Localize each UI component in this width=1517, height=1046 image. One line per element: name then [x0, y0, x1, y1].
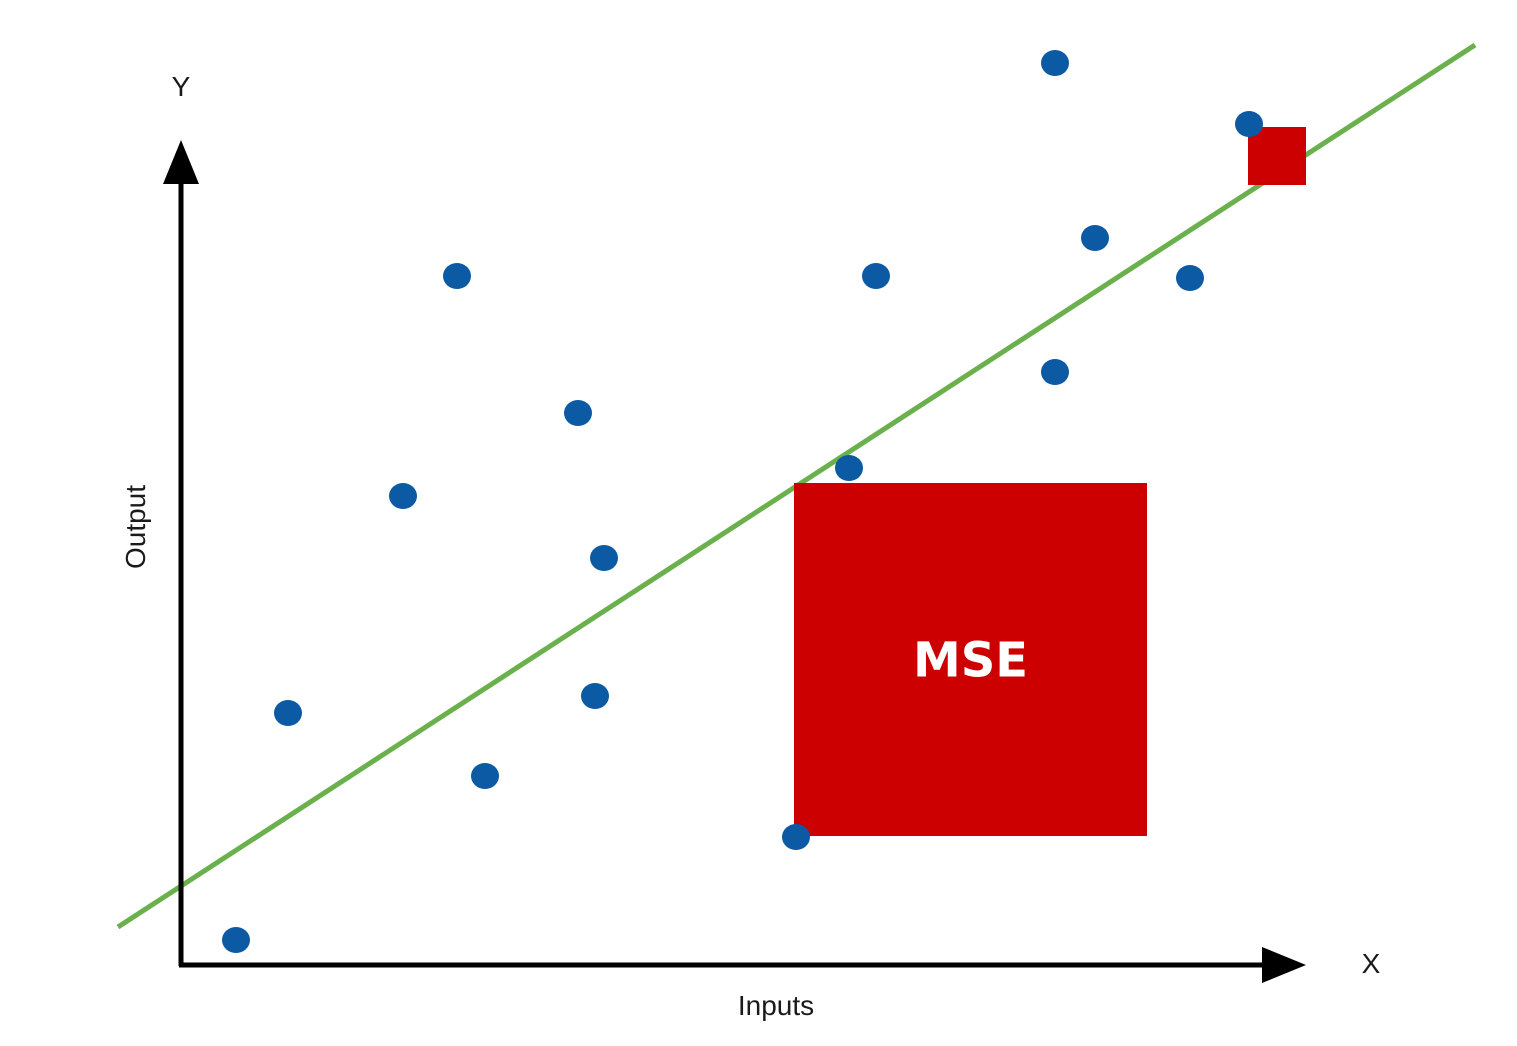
data-point [389, 483, 417, 509]
data-point [564, 400, 592, 426]
x-axis-arrowhead [1262, 947, 1306, 983]
data-point [581, 683, 609, 709]
data-point [590, 545, 618, 571]
data-points [222, 50, 1263, 953]
data-point [1081, 225, 1109, 251]
x-axis-letter: X [1362, 948, 1381, 979]
y-axis-arrowhead [163, 140, 199, 184]
data-point [443, 263, 471, 289]
data-point [222, 927, 250, 953]
data-point [1235, 111, 1263, 137]
mse-label: MSE [913, 633, 1028, 689]
data-point [471, 763, 499, 789]
data-point [1041, 359, 1069, 385]
data-point [862, 263, 890, 289]
mse-square-small [1248, 127, 1306, 185]
axes [163, 140, 1306, 983]
data-point [782, 824, 810, 850]
y-axis-letter: Y [172, 71, 191, 102]
error-squares [794, 127, 1306, 836]
data-point [835, 455, 863, 481]
data-point [1041, 50, 1069, 76]
mse-square-large [794, 483, 1147, 836]
data-point [1176, 265, 1204, 291]
x-axis-title: Inputs [738, 990, 814, 1021]
y-axis-title: Output [120, 485, 151, 569]
data-point [274, 700, 302, 726]
